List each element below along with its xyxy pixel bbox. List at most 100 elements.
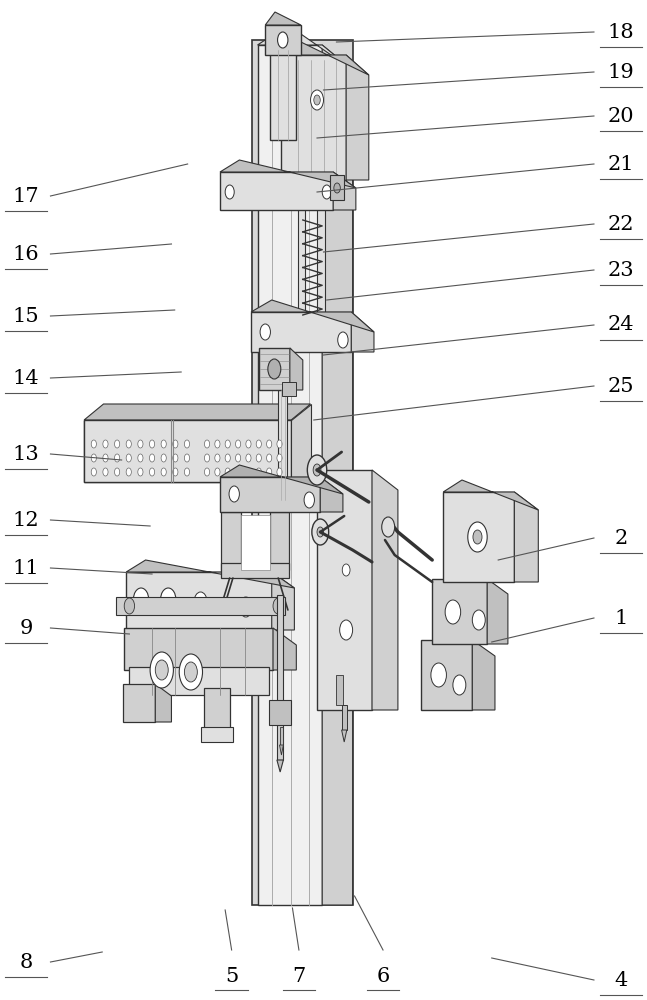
Text: 25: 25 (608, 376, 634, 395)
Text: 2: 2 (615, 528, 628, 548)
Circle shape (184, 662, 197, 682)
Circle shape (173, 454, 178, 462)
Text: 17: 17 (12, 186, 39, 206)
Text: 6: 6 (377, 966, 389, 986)
Circle shape (313, 464, 321, 476)
Bar (241, 515, 270, 570)
Circle shape (173, 440, 178, 448)
Circle shape (149, 440, 155, 448)
Circle shape (256, 440, 261, 448)
Circle shape (91, 468, 96, 476)
Bar (204, 688, 230, 732)
Circle shape (267, 440, 272, 448)
Polygon shape (333, 172, 356, 210)
Bar (278, 390, 287, 500)
Polygon shape (126, 560, 294, 588)
Polygon shape (220, 465, 343, 494)
Polygon shape (251, 300, 374, 332)
Polygon shape (351, 312, 374, 352)
Circle shape (314, 95, 320, 105)
Circle shape (311, 90, 324, 110)
Circle shape (161, 454, 166, 462)
Circle shape (322, 185, 331, 199)
Bar (220, 172, 333, 210)
Circle shape (179, 654, 203, 690)
Circle shape (126, 468, 131, 476)
Circle shape (204, 440, 210, 448)
Text: 20: 20 (608, 106, 635, 125)
Circle shape (204, 468, 210, 476)
Circle shape (194, 592, 207, 612)
Circle shape (473, 530, 482, 544)
Circle shape (91, 440, 96, 448)
Circle shape (115, 440, 120, 448)
Circle shape (184, 468, 190, 476)
Circle shape (268, 359, 281, 379)
Text: 7: 7 (292, 966, 305, 986)
Circle shape (317, 527, 324, 537)
Circle shape (267, 468, 272, 476)
Circle shape (229, 486, 239, 502)
Circle shape (204, 454, 210, 462)
Circle shape (246, 468, 251, 476)
Text: 15: 15 (12, 306, 39, 326)
Polygon shape (487, 579, 508, 644)
Text: 22: 22 (608, 215, 634, 233)
Bar (123, 684, 155, 722)
Text: 24: 24 (608, 316, 634, 334)
Circle shape (260, 324, 270, 340)
Polygon shape (258, 25, 353, 70)
Polygon shape (281, 42, 369, 75)
Circle shape (225, 185, 234, 199)
Polygon shape (342, 730, 347, 742)
Circle shape (115, 454, 120, 462)
Bar (84, 420, 291, 482)
Text: 9: 9 (19, 618, 32, 638)
Circle shape (267, 454, 272, 462)
Polygon shape (272, 572, 294, 630)
Circle shape (246, 454, 251, 462)
Circle shape (431, 663, 446, 687)
Circle shape (468, 522, 487, 552)
Circle shape (184, 454, 190, 462)
Polygon shape (346, 55, 369, 180)
Bar (336, 675, 343, 705)
Circle shape (312, 519, 329, 545)
Polygon shape (280, 745, 283, 755)
Circle shape (236, 468, 241, 476)
Text: 19: 19 (608, 62, 635, 82)
Polygon shape (155, 684, 171, 722)
Text: 5: 5 (225, 966, 238, 986)
Bar (221, 512, 241, 570)
Bar (317, 200, 325, 330)
Polygon shape (220, 160, 356, 188)
Polygon shape (84, 404, 311, 420)
Text: 21: 21 (608, 154, 635, 174)
Circle shape (215, 454, 220, 462)
Bar (258, 45, 322, 905)
Circle shape (225, 440, 230, 448)
Circle shape (126, 454, 131, 462)
Circle shape (103, 468, 108, 476)
Circle shape (239, 597, 252, 617)
Bar (270, 512, 289, 570)
Circle shape (225, 468, 230, 476)
Circle shape (126, 440, 131, 448)
Text: 23: 23 (608, 260, 635, 279)
Bar (342, 705, 347, 730)
Text: 11: 11 (12, 558, 39, 578)
Circle shape (256, 454, 261, 462)
Bar (270, 50, 296, 140)
Circle shape (115, 468, 120, 476)
Circle shape (273, 598, 283, 614)
Text: 16: 16 (12, 244, 39, 263)
Circle shape (150, 652, 173, 688)
Circle shape (124, 598, 135, 614)
Circle shape (161, 440, 166, 448)
Bar (124, 628, 273, 670)
Text: 8: 8 (19, 952, 32, 972)
Polygon shape (277, 760, 283, 772)
Circle shape (138, 440, 143, 448)
Bar (129, 667, 269, 695)
Polygon shape (291, 404, 311, 482)
